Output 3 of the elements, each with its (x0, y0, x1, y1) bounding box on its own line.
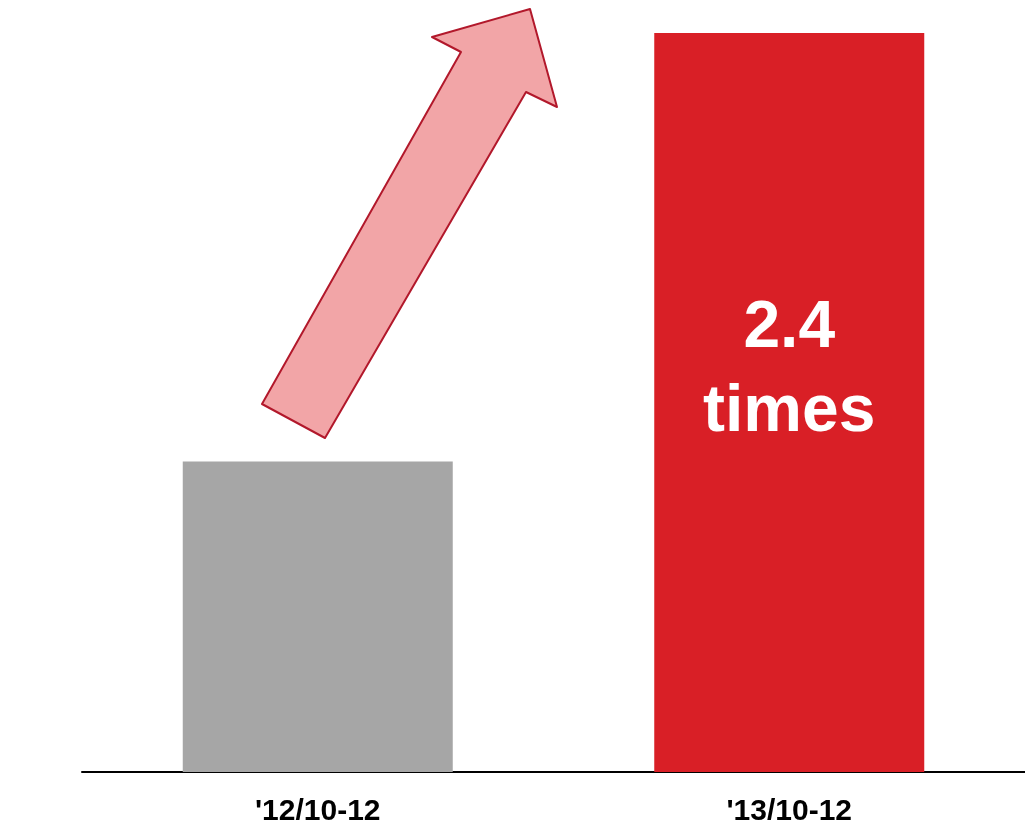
x-tick-label: '12/10-12 (254, 792, 381, 826)
x-tick-label: '13/10-12 (726, 792, 853, 826)
annotation: 2.4 times (703, 286, 876, 445)
